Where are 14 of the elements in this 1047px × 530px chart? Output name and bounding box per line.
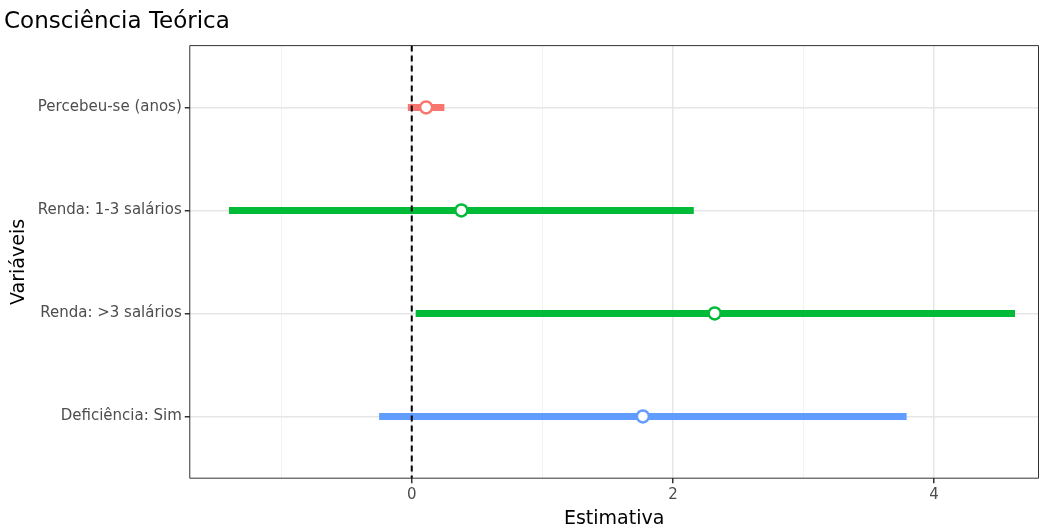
point — [454, 203, 469, 218]
point — [635, 409, 651, 424]
x-tick-label: 2 — [668, 485, 678, 504]
point — [418, 100, 434, 115]
x-axis-title: Estimativa — [563, 505, 665, 528]
y-tick-label: Deficiência: Sim — [60, 406, 182, 425]
y-tick-label: Percebeu-se (anos) — [37, 97, 182, 116]
y-tick-label: Renda: >3 salários — [40, 303, 182, 322]
point — [707, 306, 722, 321]
y-tick-label: Renda: 1-3 salários — [37, 200, 182, 219]
y-axis-title: Variáveis — [6, 218, 29, 305]
chart-title: Consciência Teórica — [4, 6, 230, 33]
x-tick-label: 4 — [929, 485, 939, 504]
x-tick-label: 0 — [406, 485, 417, 504]
